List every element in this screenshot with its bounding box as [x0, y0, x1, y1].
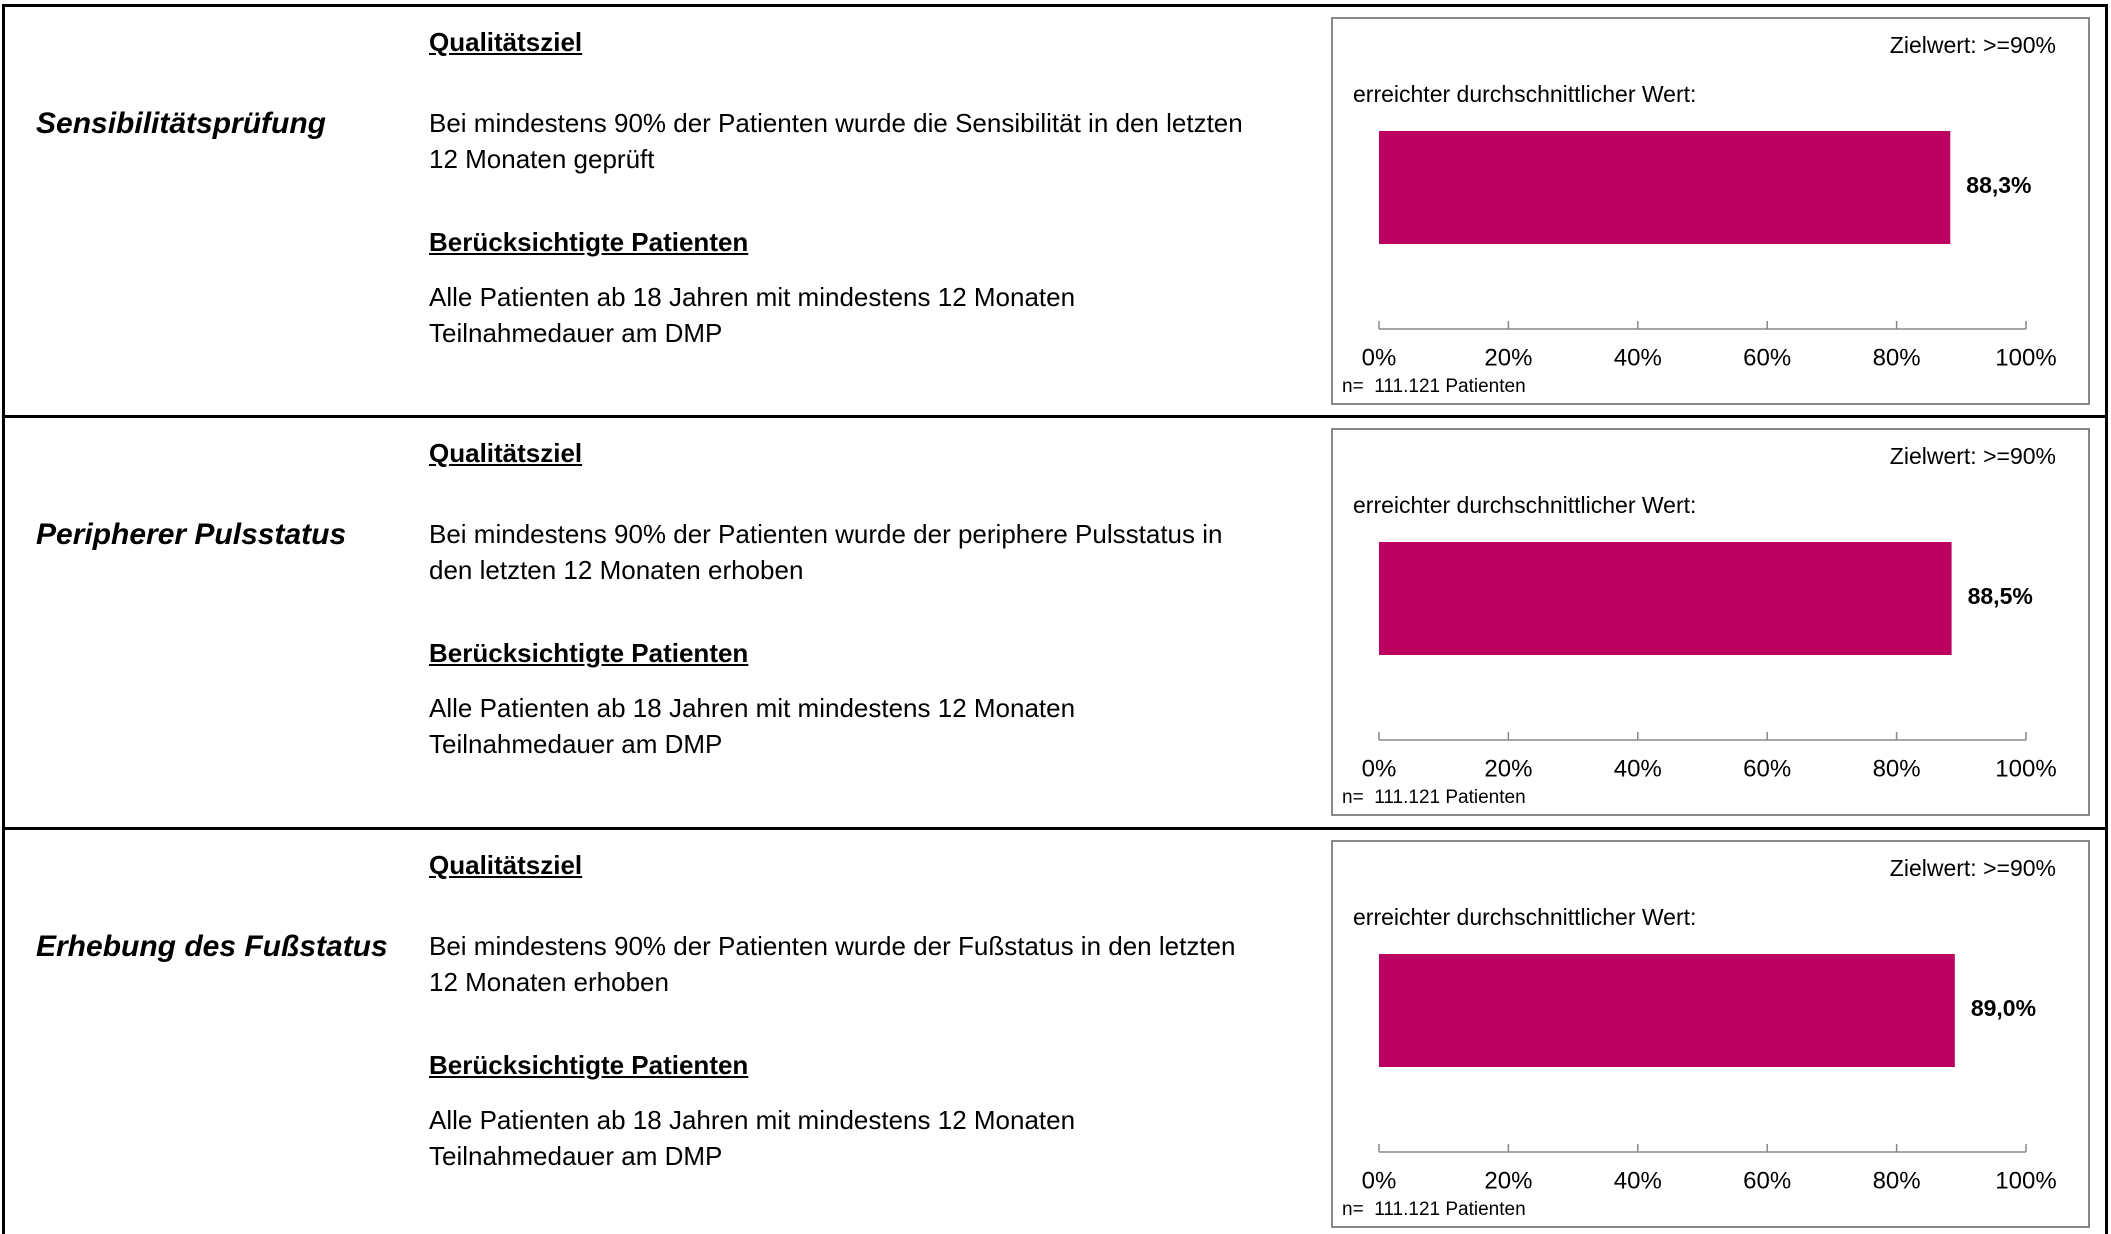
goal-text: 12 Monaten geprüft	[429, 144, 655, 174]
section-row: Peripherer Pulsstatus Qualitätsziel Bei mi…	[4, 415, 2106, 827]
goal-text: 12 Monaten erhoben	[429, 967, 669, 997]
frame	[2, 4, 2108, 1234]
x-tick-label: 40%	[1614, 1167, 1662, 1194]
bar	[1379, 131, 1951, 244]
bar	[1379, 542, 1952, 655]
patients-text: Alle Patienten ab 18 Jahren mit mindeste…	[429, 1105, 1076, 1135]
value-label: 88,5%	[1968, 583, 2033, 609]
chart: Zielwert: >=90% erreichter durchschnittli…	[1331, 428, 2090, 816]
target-label: Zielwert: >=90%	[1890, 443, 2056, 469]
patients-heading: Berücksichtigte Patienten	[429, 1050, 749, 1080]
x-tick-label: 20%	[1484, 344, 1532, 371]
value-label: 88,3%	[1966, 172, 2031, 198]
indicator-label: Erhebung des Fußstatus	[36, 930, 388, 963]
chart: Zielwert: >=90% erreichter durchschnittli…	[1331, 840, 2090, 1228]
target-label: Zielwert: >=90%	[1890, 855, 2056, 881]
patients-text: Alle Patienten ab 18 Jahren mit mindeste…	[429, 282, 1076, 312]
x-tick-label: 20%	[1484, 755, 1532, 782]
chart-border	[1331, 840, 2090, 1228]
goal-heading: Qualitätsziel	[429, 27, 583, 57]
chart-subtitle: erreichter durchschnittlicher Wert:	[1353, 904, 1696, 930]
chart: Zielwert: >=90% erreichter durchschnittli…	[1331, 17, 2090, 405]
x-tick-label: 0%	[1362, 1167, 1397, 1194]
sample-note: n= 111.121 Patienten	[1342, 1199, 1526, 1220]
chart-subtitle: erreichter durchschnittlicher Wert:	[1353, 81, 1696, 107]
x-tick-label: 80%	[1873, 755, 1921, 782]
patients-text: Teilnahmedauer am DMP	[429, 318, 723, 348]
x-tick-label: 0%	[1362, 755, 1397, 782]
patients-text: Teilnahmedauer am DMP	[429, 1141, 723, 1171]
sample-note: n= 111.121 Patienten	[1342, 787, 1526, 808]
indicator-label: Sensibilitätsprüfung	[36, 107, 327, 140]
x-tick-label: 40%	[1614, 755, 1662, 782]
goal-text: Bei mindestens 90% der Patienten wurde d…	[429, 519, 1223, 549]
x-tick-label: 60%	[1743, 1167, 1791, 1194]
x-tick-label: 60%	[1743, 344, 1791, 371]
goal-heading: Qualitätsziel	[429, 850, 583, 880]
value-label: 89,0%	[1971, 995, 2036, 1021]
indicator-label: Peripherer Pulsstatus	[36, 518, 347, 551]
x-tick-label: 100%	[1995, 755, 2056, 782]
x-tick-label: 100%	[1995, 1167, 2056, 1194]
x-tick-label: 80%	[1873, 344, 1921, 371]
section-row: Sensibilitätsprüfung Qualitätsziel Bei min…	[4, 4, 2106, 415]
sample-note: n= 111.121 Patienten	[1342, 376, 1526, 397]
patients-heading: Berücksichtigte Patienten	[429, 638, 749, 668]
x-tick-label: 40%	[1614, 344, 1662, 371]
chart-border	[1331, 428, 2090, 816]
section-row: Erhebung des Fußstatus Qualitätsziel Bei m…	[4, 827, 2106, 1229]
target-label: Zielwert: >=90%	[1890, 32, 2056, 58]
chart-subtitle: erreichter durchschnittlicher Wert:	[1353, 492, 1696, 518]
goal-heading: Qualitätsziel	[429, 438, 583, 468]
bar	[1379, 954, 1955, 1067]
x-tick-label: 0%	[1362, 344, 1397, 371]
goal-text: den letzten 12 Monaten erhoben	[429, 555, 804, 585]
goal-text: Bei mindestens 90% der Patienten wurde d…	[429, 931, 1236, 961]
x-tick-label: 100%	[1995, 344, 2056, 371]
patients-text: Teilnahmedauer am DMP	[429, 729, 723, 759]
goal-text: Bei mindestens 90% der Patienten wurde d…	[429, 108, 1243, 138]
chart-border	[1331, 17, 2090, 405]
x-tick-label: 20%	[1484, 1167, 1532, 1194]
x-tick-label: 60%	[1743, 755, 1791, 782]
x-tick-label: 80%	[1873, 1167, 1921, 1194]
patients-text: Alle Patienten ab 18 Jahren mit mindeste…	[429, 693, 1076, 723]
patients-heading: Berücksichtigte Patienten	[429, 227, 749, 257]
